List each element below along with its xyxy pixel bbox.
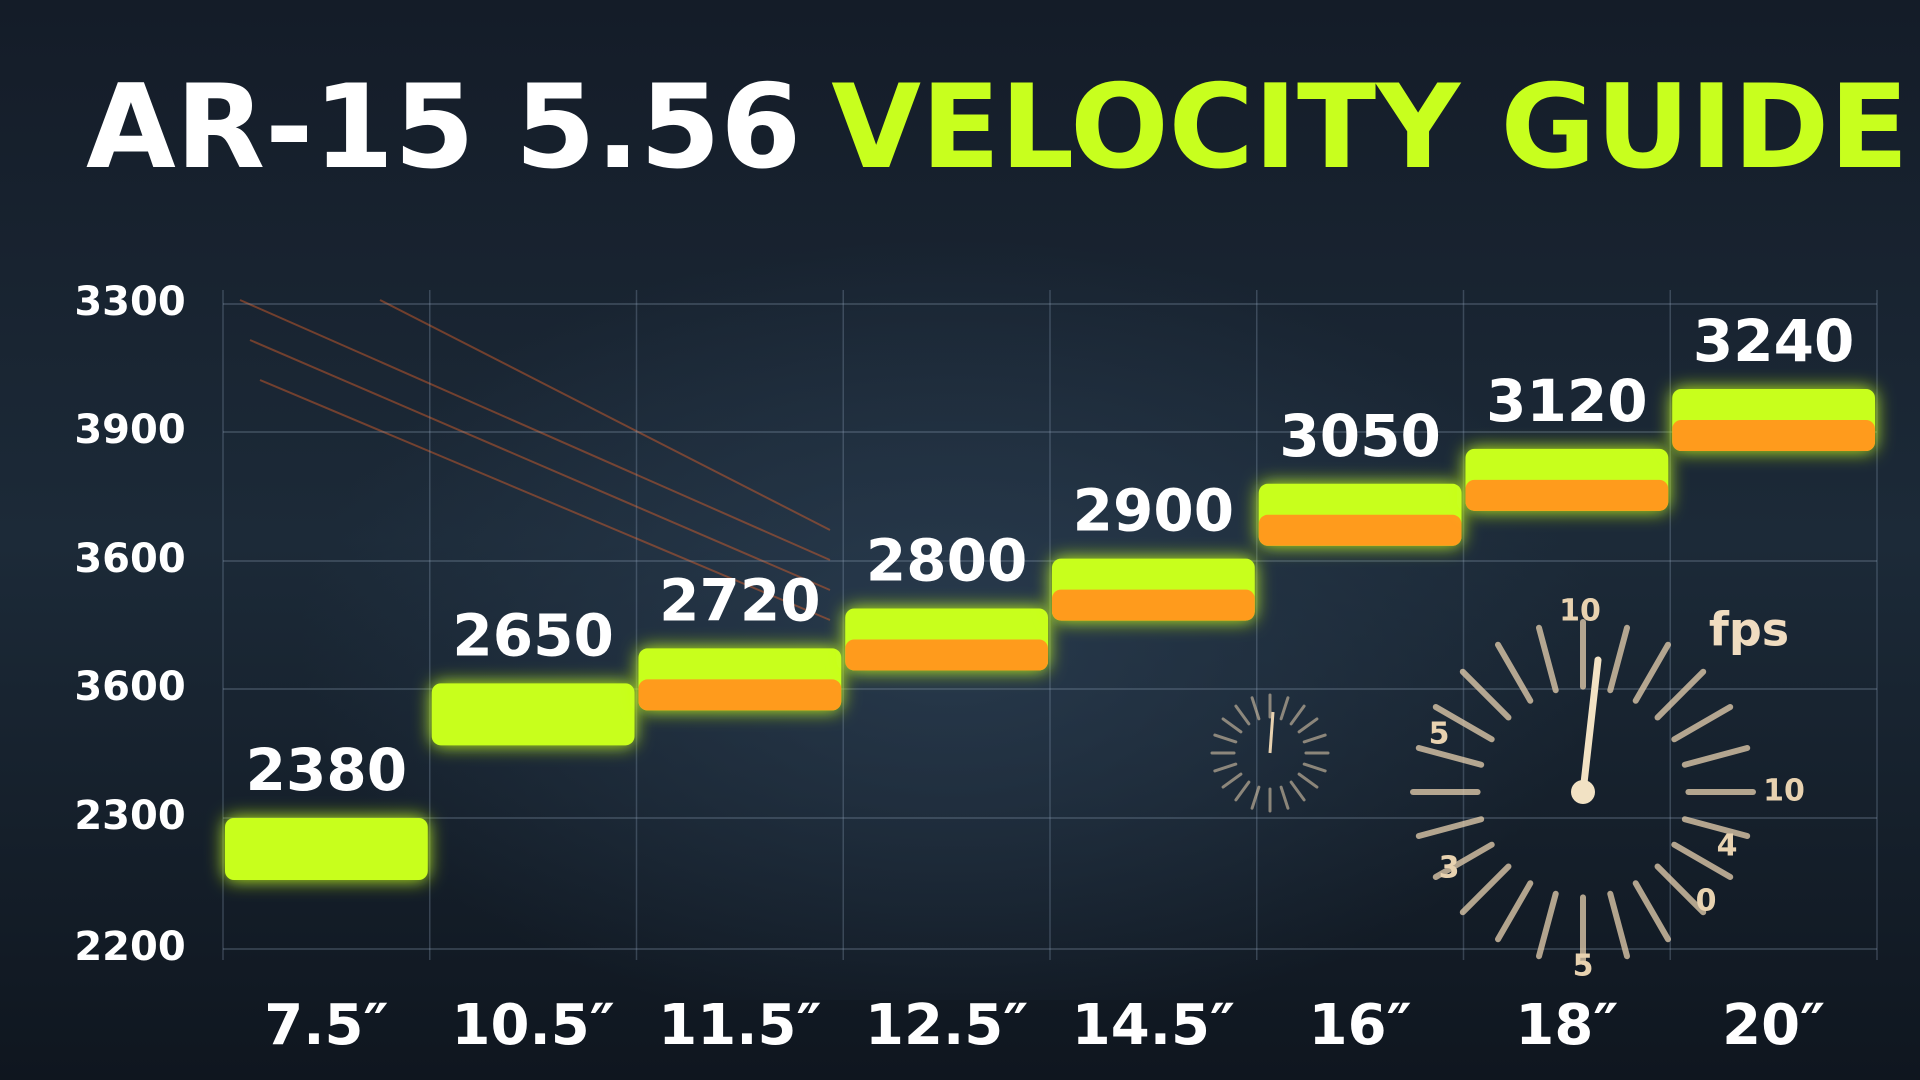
- bar-lower-band: [1672, 420, 1875, 451]
- value-label: 3120: [1486, 367, 1647, 435]
- gauge-tick: [1681, 745, 1751, 768]
- gauge-tick: [1654, 668, 1707, 721]
- gauge-label: 10: [1763, 774, 1805, 809]
- gauge-tick: [1415, 745, 1485, 768]
- value-label: 3050: [1279, 402, 1440, 470]
- value-label: 2900: [1073, 477, 1234, 545]
- x-tick-label: 14.5″: [1072, 993, 1235, 1058]
- gauge-tick: [1279, 696, 1290, 721]
- gauge-tick: [1495, 641, 1534, 704]
- x-tick-label: 7.5″: [264, 993, 388, 1058]
- bar: [225, 818, 428, 880]
- gauge-tick: [1459, 668, 1512, 721]
- gauge-tick: [1632, 641, 1671, 704]
- title-accent: VELOCITY GUIDE: [831, 60, 1908, 195]
- bar-lower-band: [1052, 589, 1255, 621]
- gauge-tick: [1221, 717, 1243, 734]
- x-tick-label: 11.5″: [658, 993, 821, 1058]
- gauge-tick: [1432, 841, 1495, 880]
- gauge-needle-small: [1268, 711, 1275, 754]
- bar-lower-band: [638, 679, 842, 711]
- gauge-tick: [1302, 733, 1327, 744]
- gauge-tick: [1234, 704, 1251, 726]
- gauge-tick: [1536, 890, 1559, 960]
- bar: [431, 683, 635, 746]
- background-haze: [300, 200, 1600, 1000]
- y-axis-label: 3600: [74, 536, 185, 582]
- street-streaks: [239, 299, 831, 621]
- value-label: 2650: [452, 601, 613, 669]
- gauge-tick: [1459, 863, 1512, 916]
- title-lead: AR-15 5.56: [86, 60, 801, 195]
- gauge-label: 3: [1439, 851, 1460, 886]
- y-axis-label: 2300: [74, 793, 185, 839]
- gauge-tick: [1302, 762, 1327, 773]
- gauge-tick: [1607, 890, 1630, 960]
- gauge-tick: [1213, 733, 1238, 744]
- gauge-tick: [1297, 772, 1319, 789]
- gauge-tick: [1654, 863, 1707, 916]
- gauge-tick: [1289, 780, 1306, 802]
- gauge-label: 5: [1429, 717, 1450, 752]
- gauge-tick: [1250, 785, 1261, 810]
- gauge-tick: [1213, 762, 1238, 773]
- gauge-tick: [1297, 717, 1319, 734]
- gauge-tick: [1234, 780, 1251, 802]
- value-label: 3240: [1693, 307, 1854, 375]
- gauge-tick: [1681, 816, 1751, 839]
- x-tick-label: 16″: [1309, 993, 1412, 1058]
- y-axis-label: 2200: [74, 924, 185, 970]
- chart-title: AR-15 5.56 VELOCITY GUIDE: [86, 60, 1909, 195]
- gauge-tick: [1671, 841, 1734, 880]
- x-tick-label: 12.5″: [865, 993, 1028, 1058]
- gauge-label: 10: [1559, 594, 1601, 629]
- gauge-tick: [1279, 785, 1290, 810]
- gauge-tick: [1415, 816, 1485, 839]
- plot: 3300 3900 3600 3600 2300 2200 2380 7.5″ 2650 10.5…: [74, 279, 1878, 1058]
- gauge-label: 0: [1696, 884, 1717, 919]
- gauge-label: 5: [1573, 949, 1594, 984]
- gauge: 10 5 10 40 3 5 fps: [1210, 594, 1805, 984]
- value-label: 2380: [246, 736, 407, 804]
- x-tick-label: 10.5″: [452, 993, 615, 1058]
- x-tick-label: 20″: [1722, 993, 1825, 1058]
- value-label: 2800: [866, 527, 1027, 595]
- gauge-tick: [1495, 880, 1534, 943]
- value-label: 2720: [659, 567, 820, 635]
- y-axis-label: 3900: [74, 407, 185, 453]
- bar-lower-band: [1258, 514, 1462, 546]
- gauge-label: 4: [1717, 829, 1738, 864]
- gauge-tick: [1536, 624, 1559, 694]
- gauge-tick: [1671, 704, 1734, 743]
- gauge-tick: [1289, 704, 1306, 726]
- gauge-tick: [1432, 704, 1495, 743]
- gauge-hub: [1571, 780, 1595, 804]
- gauge-tick: [1250, 696, 1261, 721]
- gauge-unit: fps: [1709, 603, 1789, 657]
- gauge-tick: [1632, 880, 1671, 943]
- gauge-needle: [1579, 656, 1602, 796]
- x-tick-label: 18″: [1515, 993, 1618, 1058]
- gauge-tick: [1607, 624, 1630, 694]
- y-axis-label: 3600: [74, 664, 185, 710]
- gauge-tick: [1221, 772, 1243, 789]
- y-axis-label: 3300: [74, 279, 185, 325]
- bar-lower-band: [1465, 479, 1669, 511]
- bar-lower-band: [845, 639, 1048, 671]
